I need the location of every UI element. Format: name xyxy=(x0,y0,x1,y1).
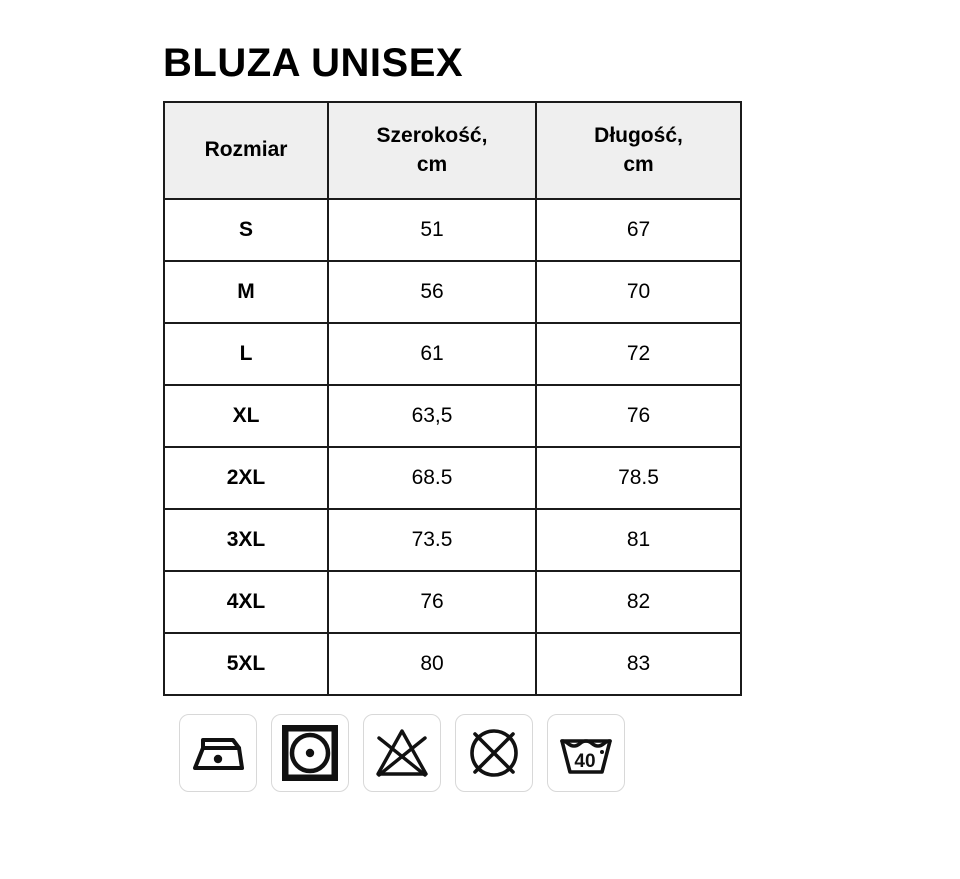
table-row: 2XL 68.5 78.5 xyxy=(163,446,742,510)
cell-width: 51 xyxy=(327,198,537,262)
cell-size: M xyxy=(163,260,329,324)
cell-size: 3XL xyxy=(163,508,329,572)
cell-size: 2XL xyxy=(163,446,329,510)
table-row: 3XL 73.5 81 xyxy=(163,508,742,572)
size-table: Rozmiar Szerokość, cm Długość, cm S 51 6… xyxy=(163,101,742,696)
tumble-dry-low-icon xyxy=(271,714,349,792)
table-row: 4XL 76 82 xyxy=(163,570,742,634)
cell-width: 61 xyxy=(327,322,537,386)
cell-width: 56 xyxy=(327,260,537,324)
cell-length: 70 xyxy=(535,260,742,324)
cell-size: XL xyxy=(163,384,329,448)
wash-temperature-label: 40 xyxy=(574,751,595,772)
cell-length: 67 xyxy=(535,198,742,262)
cell-width: 73.5 xyxy=(327,508,537,572)
cell-size: L xyxy=(163,322,329,386)
table-row: XL 63,5 76 xyxy=(163,384,742,448)
cell-size: 4XL xyxy=(163,570,329,634)
do-not-bleach-icon xyxy=(363,714,441,792)
table-row: 5XL 80 83 xyxy=(163,632,742,696)
cell-length: 76 xyxy=(535,384,742,448)
column-header-length: Długość, cm xyxy=(535,101,742,200)
column-header-width-line2: cm xyxy=(416,152,448,176)
cell-width: 68.5 xyxy=(327,446,537,510)
care-symbols-row: 40 xyxy=(179,714,625,792)
table-header-row: Rozmiar Szerokość, cm Długość, cm xyxy=(163,101,742,200)
column-header-size: Rozmiar xyxy=(163,101,329,200)
column-header-size-label: Rozmiar xyxy=(204,138,288,162)
table-row: L 61 72 xyxy=(163,322,742,386)
cell-length: 83 xyxy=(535,632,742,696)
do-not-dry-clean-icon xyxy=(455,714,533,792)
cell-length: 81 xyxy=(535,508,742,572)
column-header-width: Szerokość, cm xyxy=(327,101,537,200)
cell-size: S xyxy=(163,198,329,262)
table-row: M 56 70 xyxy=(163,260,742,324)
column-header-width-line1: Szerokość, xyxy=(376,124,488,148)
cell-length: 78.5 xyxy=(535,446,742,510)
column-header-length-line2: cm xyxy=(623,152,654,176)
page-title: BLUZA UNISEX xyxy=(163,41,464,85)
table-row: S 51 67 xyxy=(163,198,742,262)
cell-width: 80 xyxy=(327,632,537,696)
column-header-length-line1: Długość, xyxy=(594,124,683,148)
cell-length: 82 xyxy=(535,570,742,634)
cell-width: 76 xyxy=(327,570,537,634)
wash-40-icon: 40 xyxy=(547,714,625,792)
cell-size: 5XL xyxy=(163,632,329,696)
iron-low-heat-icon xyxy=(179,714,257,792)
cell-length: 72 xyxy=(535,322,742,386)
cell-width: 63,5 xyxy=(327,384,537,448)
